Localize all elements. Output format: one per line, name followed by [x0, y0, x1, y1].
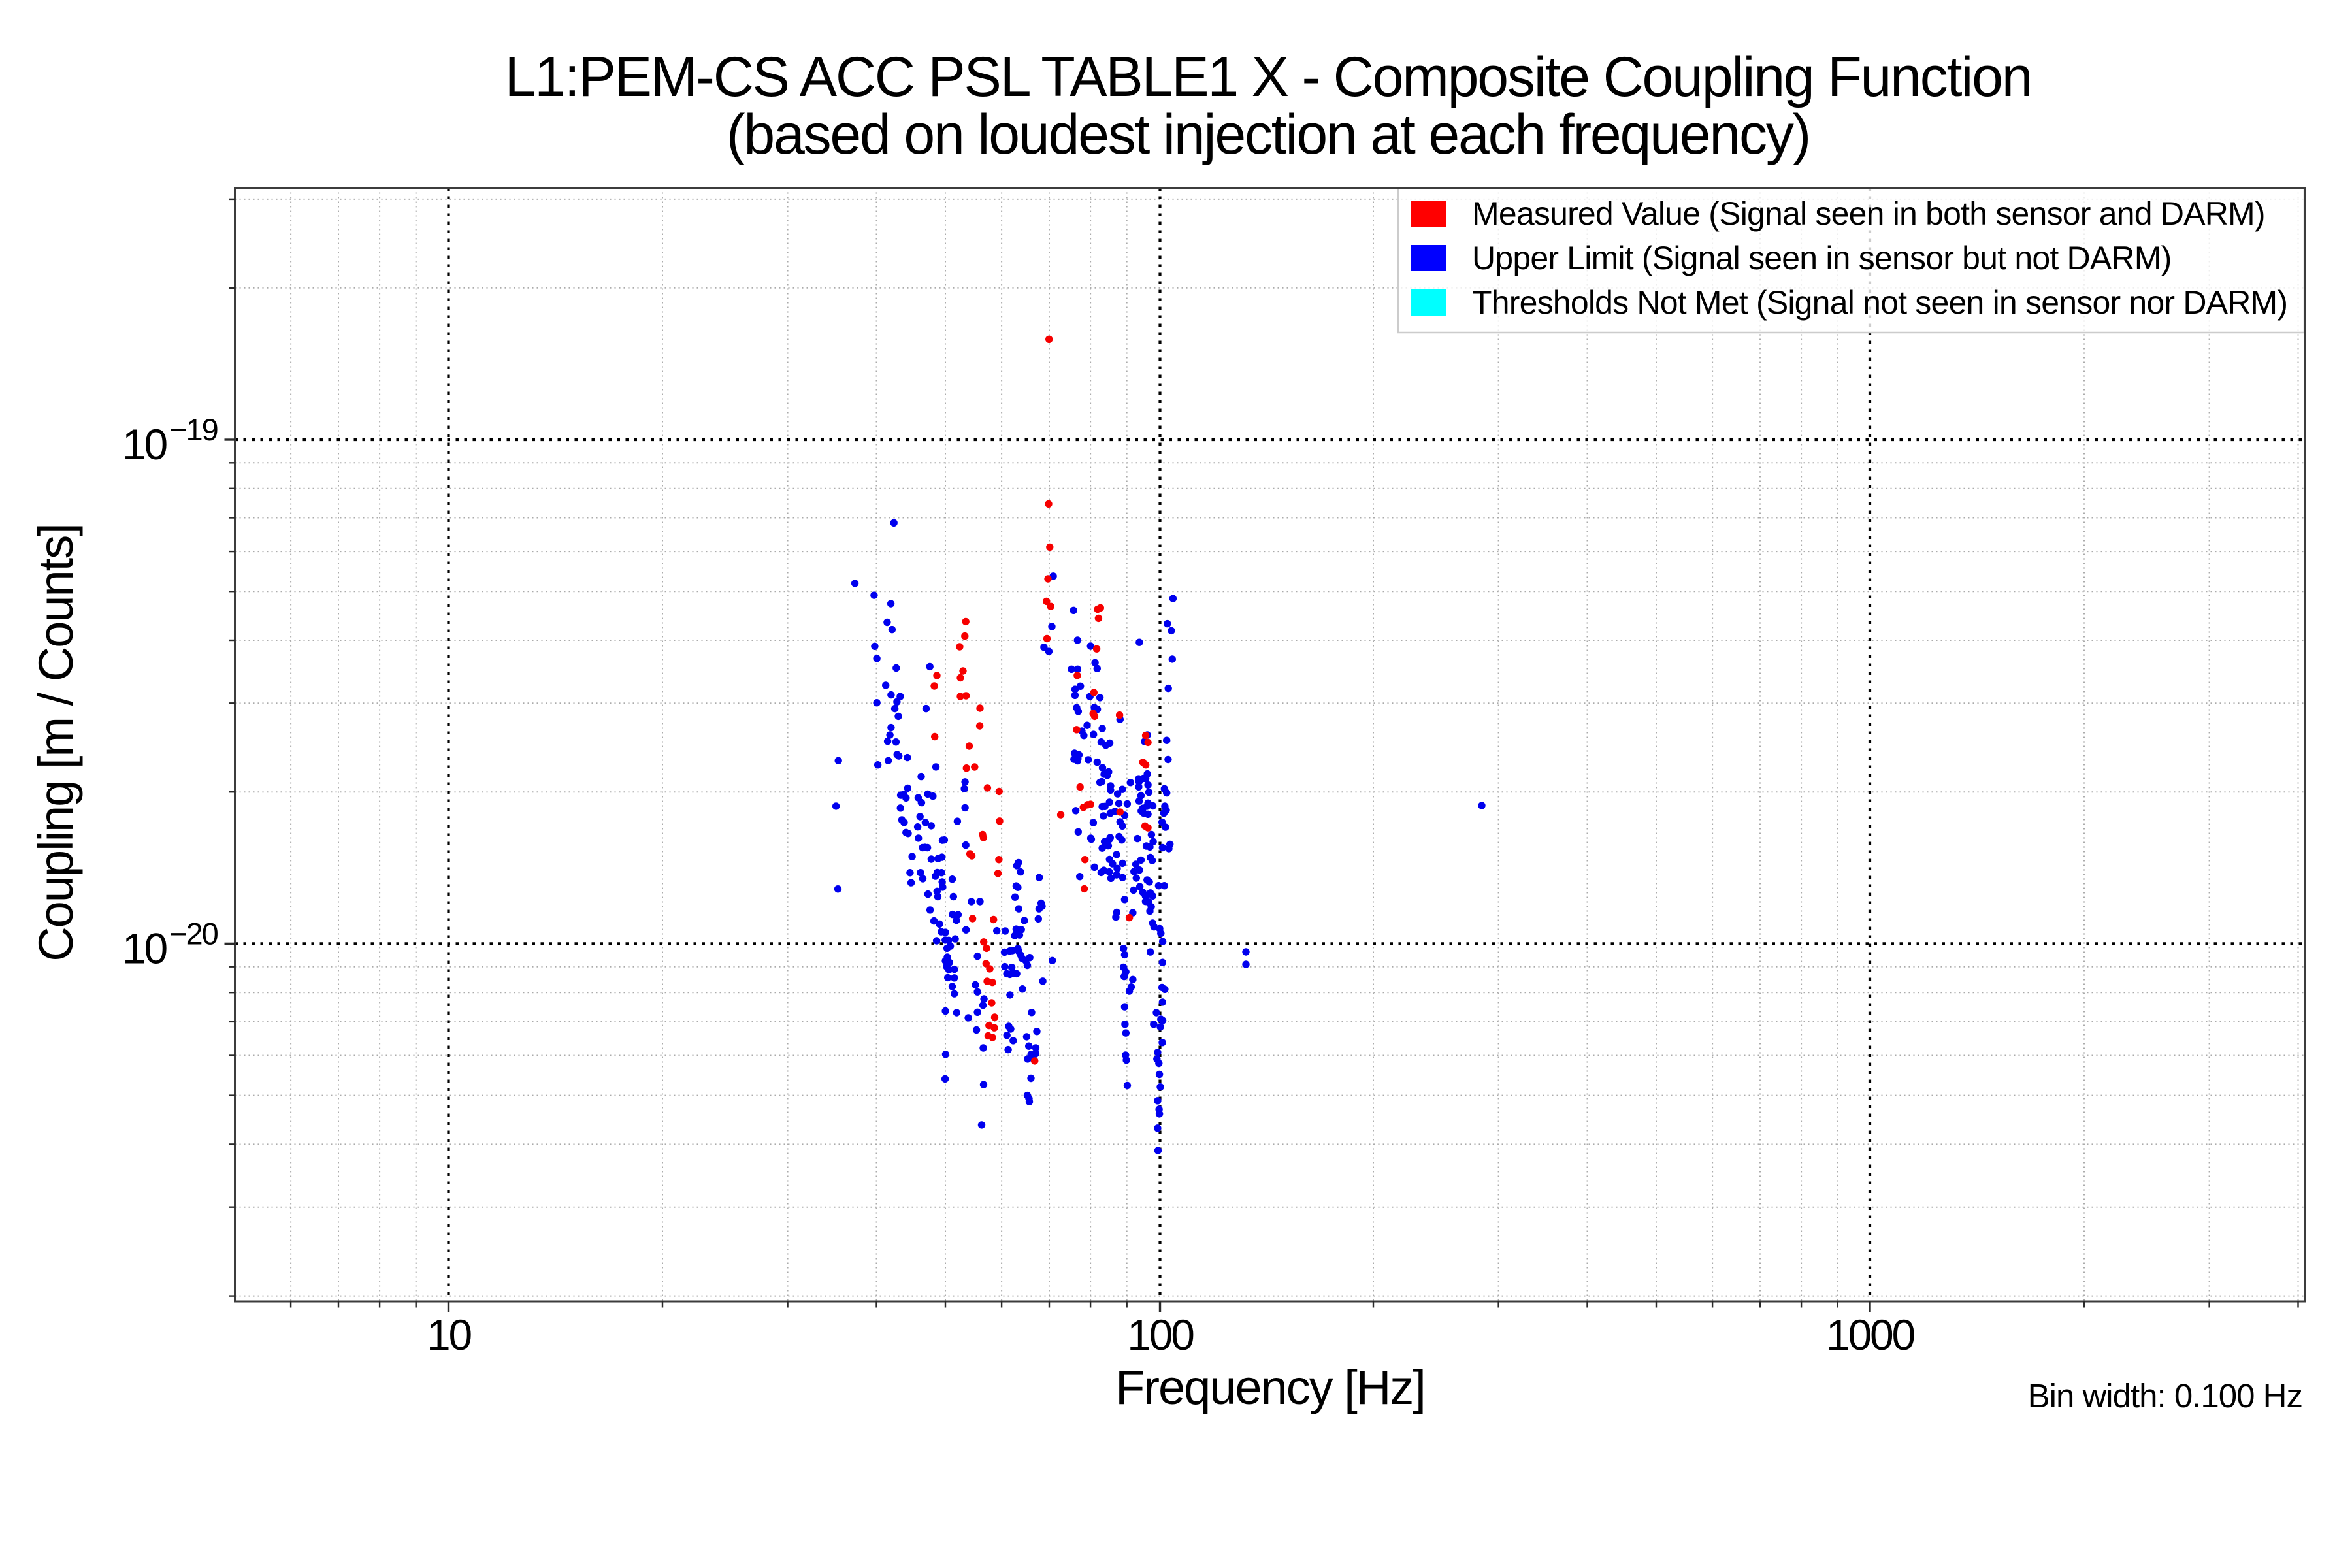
- svg-text:L1:PEM-CS ACC PSL TABLE1 X - C: L1:PEM-CS ACC PSL TABLE1 X - Composite C…: [505, 46, 2032, 108]
- svg-text:Measured Value (Signal seen in: Measured Value (Signal seen in both sens…: [1472, 195, 2265, 232]
- svg-text:Coupling [m / Counts]: Coupling [m / Counts]: [29, 524, 83, 962]
- svg-text:(based on loudest injection at: (based on loudest injection at each freq…: [727, 103, 1810, 166]
- svg-text:10: 10: [122, 420, 167, 468]
- svg-text:100: 100: [1127, 1311, 1194, 1359]
- svg-text:10: 10: [122, 924, 167, 972]
- svg-text:Upper Limit (Signal seen in se: Upper Limit (Signal seen in sensor but n…: [1472, 240, 2171, 276]
- svg-text:Frequency [Hz]: Frequency [Hz]: [1115, 1360, 1425, 1414]
- svg-text:−20: −20: [169, 916, 218, 951]
- svg-text:1000: 1000: [1826, 1311, 1915, 1359]
- svg-text:10: 10: [427, 1311, 472, 1359]
- svg-text:Bin width: 0.100 Hz: Bin width: 0.100 Hz: [2028, 1377, 2302, 1414]
- svg-text:Thresholds Not Met (Signal not: Thresholds Not Met (Signal not seen in s…: [1472, 284, 2287, 321]
- svg-text:−19: −19: [169, 412, 218, 447]
